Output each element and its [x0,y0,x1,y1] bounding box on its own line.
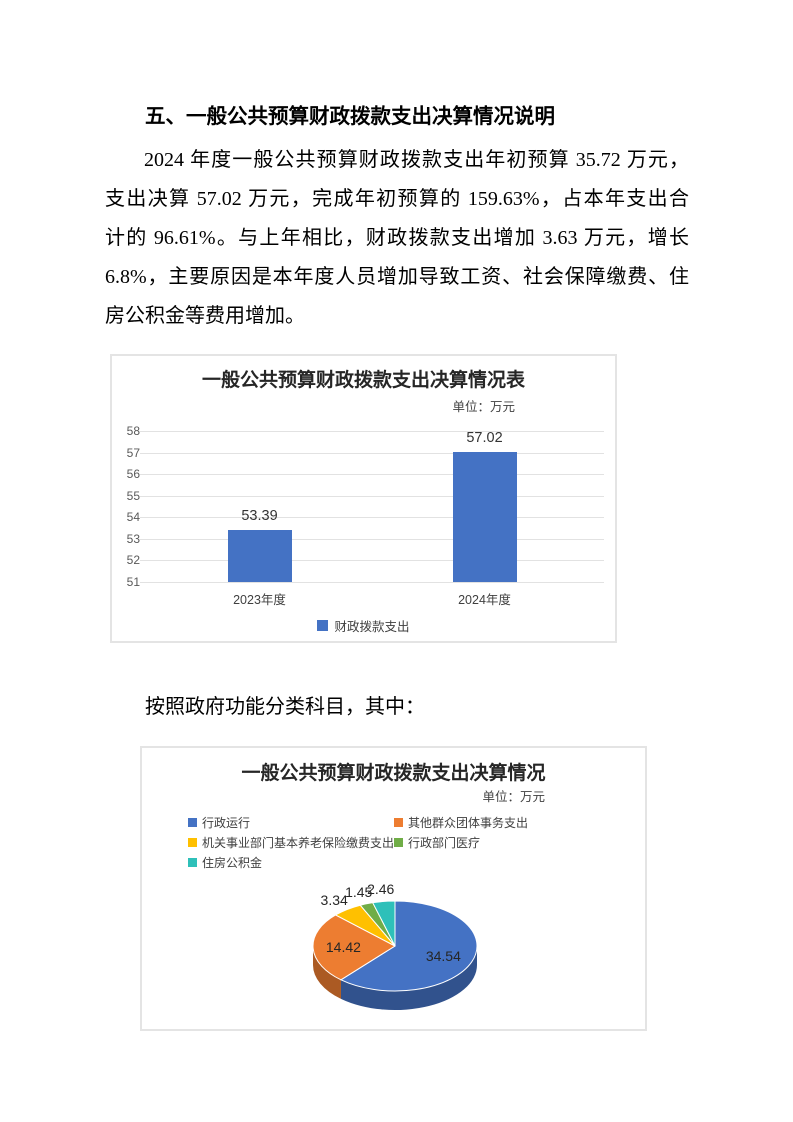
legend-swatch-icon [394,837,403,847]
legend-label: 住房公积金 [202,855,263,870]
y-axis-tick-label: 55 [126,488,140,503]
bar-value-label: 57.02 [466,430,503,447]
pie-slice-side [340,946,477,1010]
pie-value-label: 34.54 [425,947,461,964]
bar-chart-unit-label: 单位：万元 [452,400,515,414]
pie-legend-item: 住房公积金 [188,852,392,872]
bar-plot-area: 51 52 53 54 55 56 57 58 53.39 2023年度 57.02 2024年度 [127,424,604,607]
section-heading: 五、一般公共预算财政拨款支出决算情况说明 [145,105,555,128]
paragraph-line: 计的 96.61%。与上年相比，财政拨款支出增加 3.63 万元，增长 [105,227,689,249]
y-axis-tick-label: 58 [126,424,140,438]
x-axis-category-label: 2023年度 [233,593,286,607]
bar-chart-title: 一般公共预算财政拨款支出决算情况表 [201,370,525,391]
classification-note: 按照政府功能分类科目，其中： [145,696,425,718]
legend-label: 其他群众团体事务支出 [408,815,529,830]
pie-chart-legend: 行政运行 其他群众团体事务支出 机关事业部门基本养老保险缴费支出 行政部门医疗住房公积… [188,812,528,872]
legend-swatch-icon [188,817,197,827]
bar-value-label: 53.39 [241,508,278,525]
pie-slice [339,900,478,992]
y-axis-tick-label: 53 [126,531,140,546]
legend-swatch-icon [188,837,197,847]
legend-swatch-icon [317,620,329,631]
paragraph-line: 支出决算 57.02 万元，完成年初预算的 159.63%，占本年支出合 [105,188,689,210]
pie-value-label: 1.45 [345,884,373,901]
pie-value-label: 2.46 [367,881,395,898]
bar [452,452,517,582]
legend-swatch-icon [188,857,197,867]
legend-label: 行政运行 [202,815,251,830]
pie-legend-item: 其他群众团体事务支出 [394,812,528,832]
pie-chart-unit-label: 单位：万元 [482,790,545,804]
paragraph-line: 6.8%，主要原因是本年度人员增加导致工资、社会保障缴费、住 [105,266,689,288]
gridline [140,452,604,454]
paragraph-line: 2024 年度一般公共预算财政拨款支出年初预算 35.72 万元， [144,149,689,171]
pie-slice [312,914,397,981]
pie-value-label: 3.34 [320,891,348,908]
paragraph-line: 房公积金等费用增加。 [105,305,305,327]
pie-value-label: 14.42 [325,939,361,956]
legend-swatch-icon [394,817,403,827]
pie-3d-chart [312,900,478,1010]
y-axis-tick-label: 54 [126,510,140,525]
legend-label: 财政拨款支出 [334,620,410,634]
bar-chart-card: 一般公共预算财政拨款支出决算情况表 单位：万元 51 52 53 54 55 56 57 58… [110,354,617,643]
y-axis-tick-label: 52 [126,553,140,568]
gridline [140,474,604,476]
pie-slice [371,900,396,947]
pie-legend-item: 行政运行 [188,812,392,832]
gridline [140,517,604,519]
gridline [140,560,604,562]
legend-label: 行政部门医疗 [408,835,481,850]
pie-chart-title: 一般公共预算财政拨款支出决算情况 [241,763,546,784]
gridline [140,582,604,583]
legend-label: 机关事业部门基本养老保险缴费支出 [202,835,395,850]
y-axis-tick-label: 57 [126,445,140,460]
body-paragraph: 2024 年度一般公共预算财政拨款支出年初预算 35.72 万元， 支出决算 57… [105,141,689,336]
y-axis-tick-label: 51 [126,575,140,589]
pie-slice-side [313,946,341,999]
bar-chart-legend: 财政拨款支出 [112,616,615,635]
bar [227,530,292,582]
gridline [140,538,604,540]
gridline [140,431,604,432]
pie-legend-item: 机关事业部门基本养老保险缴费支出 [188,832,395,852]
gridline [140,495,604,497]
x-axis-category-label: 2024年度 [458,593,511,607]
pie-chart-card: 一般公共预算财政拨款支出决算情况 单位：万元 行政运行 其他群众团体事务支出 机关事… [140,746,647,1031]
y-axis-tick-label: 56 [126,467,140,482]
pie-legend-item: 行政部门医疗 [394,832,528,852]
